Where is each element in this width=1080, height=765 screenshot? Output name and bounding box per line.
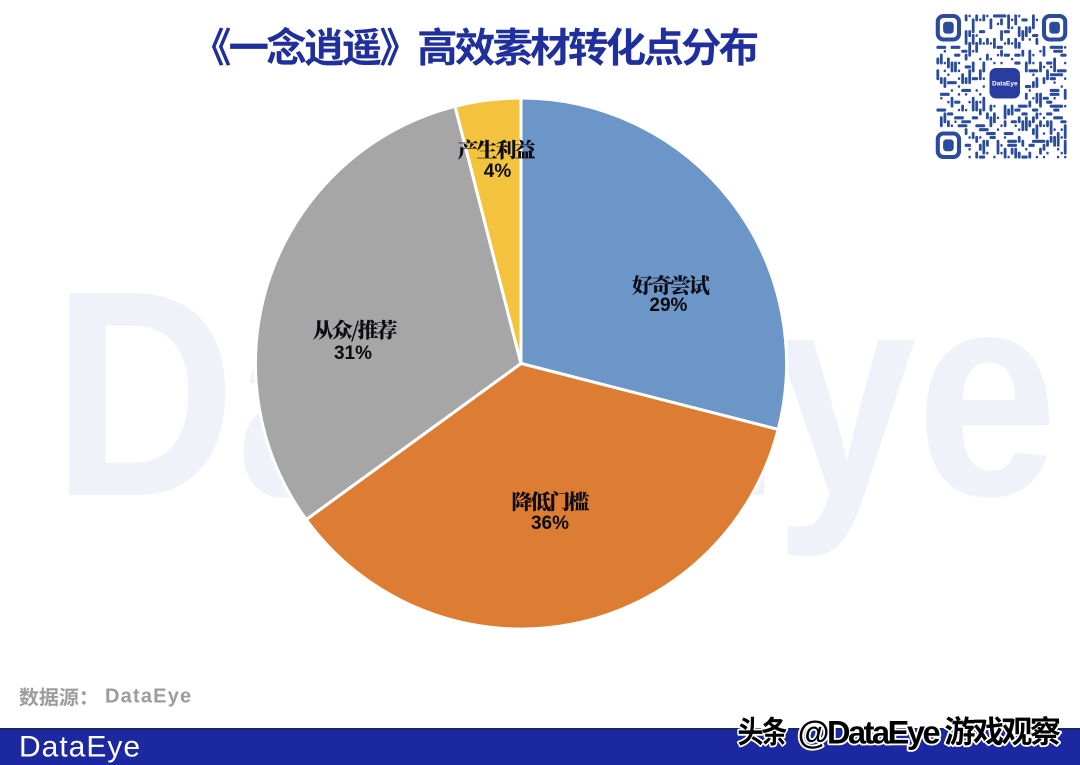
svg-text:@DataEye: @DataEye <box>798 715 940 751</box>
svg-text:DataEye: DataEye <box>992 80 1018 87</box>
svg-text:DataEye: DataEye <box>105 685 192 707</box>
svg-text:DataEye: DataEye <box>19 731 141 764</box>
